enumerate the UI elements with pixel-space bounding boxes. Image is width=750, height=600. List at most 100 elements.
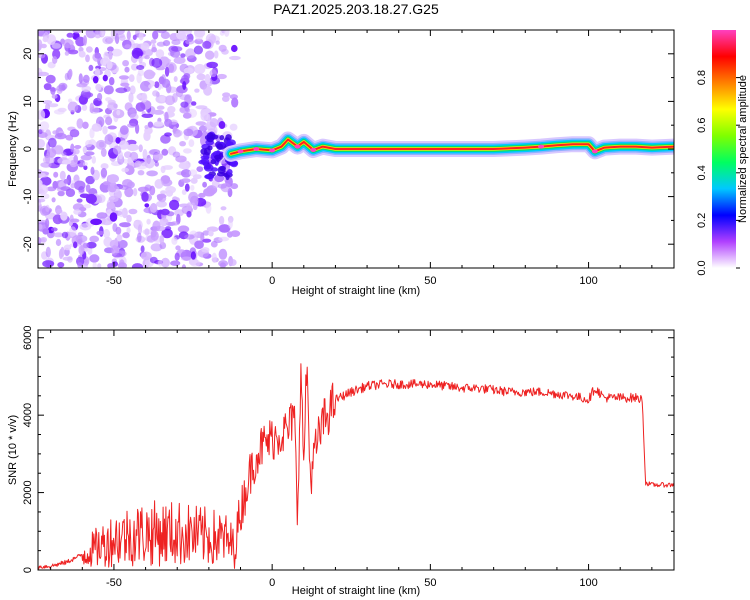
noise-blob [66,32,74,38]
noise-blob [148,84,153,89]
noise-blob [68,98,73,103]
snr-line [38,363,674,570]
noise-blob [117,33,125,38]
noise-blob [96,230,104,236]
noise-blob [53,232,64,238]
snr-x-tick-label: -50 [106,577,122,589]
noise-blob [181,256,192,261]
noise-blob [108,195,119,203]
noise-blob [170,221,179,226]
noise-blob [138,32,144,41]
noise-blob [180,178,191,184]
noise-blob [188,169,198,177]
noise-blob [206,113,211,125]
noise-blob [57,262,65,268]
noise-blob [86,46,93,53]
spectrogram-y-tick-label: 10 [22,95,34,107]
noise-blob [204,73,211,85]
noise-blob [122,232,130,239]
noise-blob [122,60,129,67]
ridge-peak [310,147,317,152]
noise-blob [190,184,195,191]
noise-blob [150,39,157,44]
noise-blob [101,218,113,226]
noise-blob [38,138,46,149]
noise-blob [82,242,89,249]
snr-x-tick-label: 0 [269,577,275,589]
noise-blob [206,226,219,232]
noise-blob [38,223,43,230]
noise-blob [51,43,62,49]
onset-blob [210,167,219,172]
noise-blob [214,174,225,183]
noise-blob [98,141,105,148]
noise-blob [202,181,208,188]
noise-blob [156,193,167,199]
noise-blob [202,40,212,49]
noise-blob [85,175,95,185]
onset-blob [206,136,214,143]
noise-blob [153,121,164,127]
noise-blob [118,75,130,80]
noise-blob [40,193,50,200]
noise-blob [116,234,123,242]
noise-blob [95,83,102,91]
noise-blob [45,218,50,229]
snr-y-tick-label: 6000 [22,325,34,349]
noise-blob [191,101,197,106]
noise-blob [160,257,170,268]
noise-blob [119,185,129,190]
noise-blob [38,39,43,51]
noise-blob [92,262,97,268]
noise-blob [39,176,52,186]
onset-blob [230,160,238,168]
spectrogram-y-axis-label: Frequency (Hz) [7,111,19,187]
onset-blob [227,169,233,175]
noise-blob [45,74,56,84]
noise-blob [150,229,157,238]
noise-blob [169,199,180,211]
noise-blob [82,92,94,98]
noise-blob [143,69,155,80]
noise-blob [208,230,214,237]
noise-blob [218,224,231,233]
noise-blob [75,36,86,47]
noise-blob [144,158,155,169]
noise-blob [182,81,187,90]
noise-blob [156,200,167,208]
noise-blob [52,180,58,189]
noise-blob [109,212,118,222]
noise-blob [46,148,57,158]
noise-blob [57,107,67,113]
noise-blob [168,63,175,73]
noise-blob [171,236,178,245]
noise-blob [144,125,149,130]
noise-blob [119,125,129,135]
noise-blob [106,60,113,70]
noise-blob [160,190,167,195]
noise-blob [174,209,185,217]
noise-blob [103,51,109,61]
noise-blob [144,55,150,60]
noise-blob [180,169,192,178]
noise-blob [161,148,169,156]
noise-blob [73,209,82,215]
noise-blob [100,148,107,157]
onset-blob [219,135,225,141]
noise-blob [229,123,238,131]
noise-blob [138,55,143,64]
noise-blob [82,74,90,83]
noise-blob [180,53,186,58]
spectrogram-x-tick-label: -50 [106,275,122,287]
noise-blob [103,181,110,186]
snr-x-axis-label: Height of straight line (km) [292,585,420,597]
noise-blob [181,264,186,268]
spectrogram-ticks: -50 0 50 100 -20 -10 0 10 20 [22,29,674,287]
spectrogram-x-tick-label: 0 [269,275,275,287]
noise-blob [195,105,208,110]
noise-blob [94,68,101,77]
noise-blob [196,73,206,81]
noise-blob [86,241,97,249]
noise-blob [215,40,220,45]
snr-x-tick-label: 100 [579,577,597,589]
